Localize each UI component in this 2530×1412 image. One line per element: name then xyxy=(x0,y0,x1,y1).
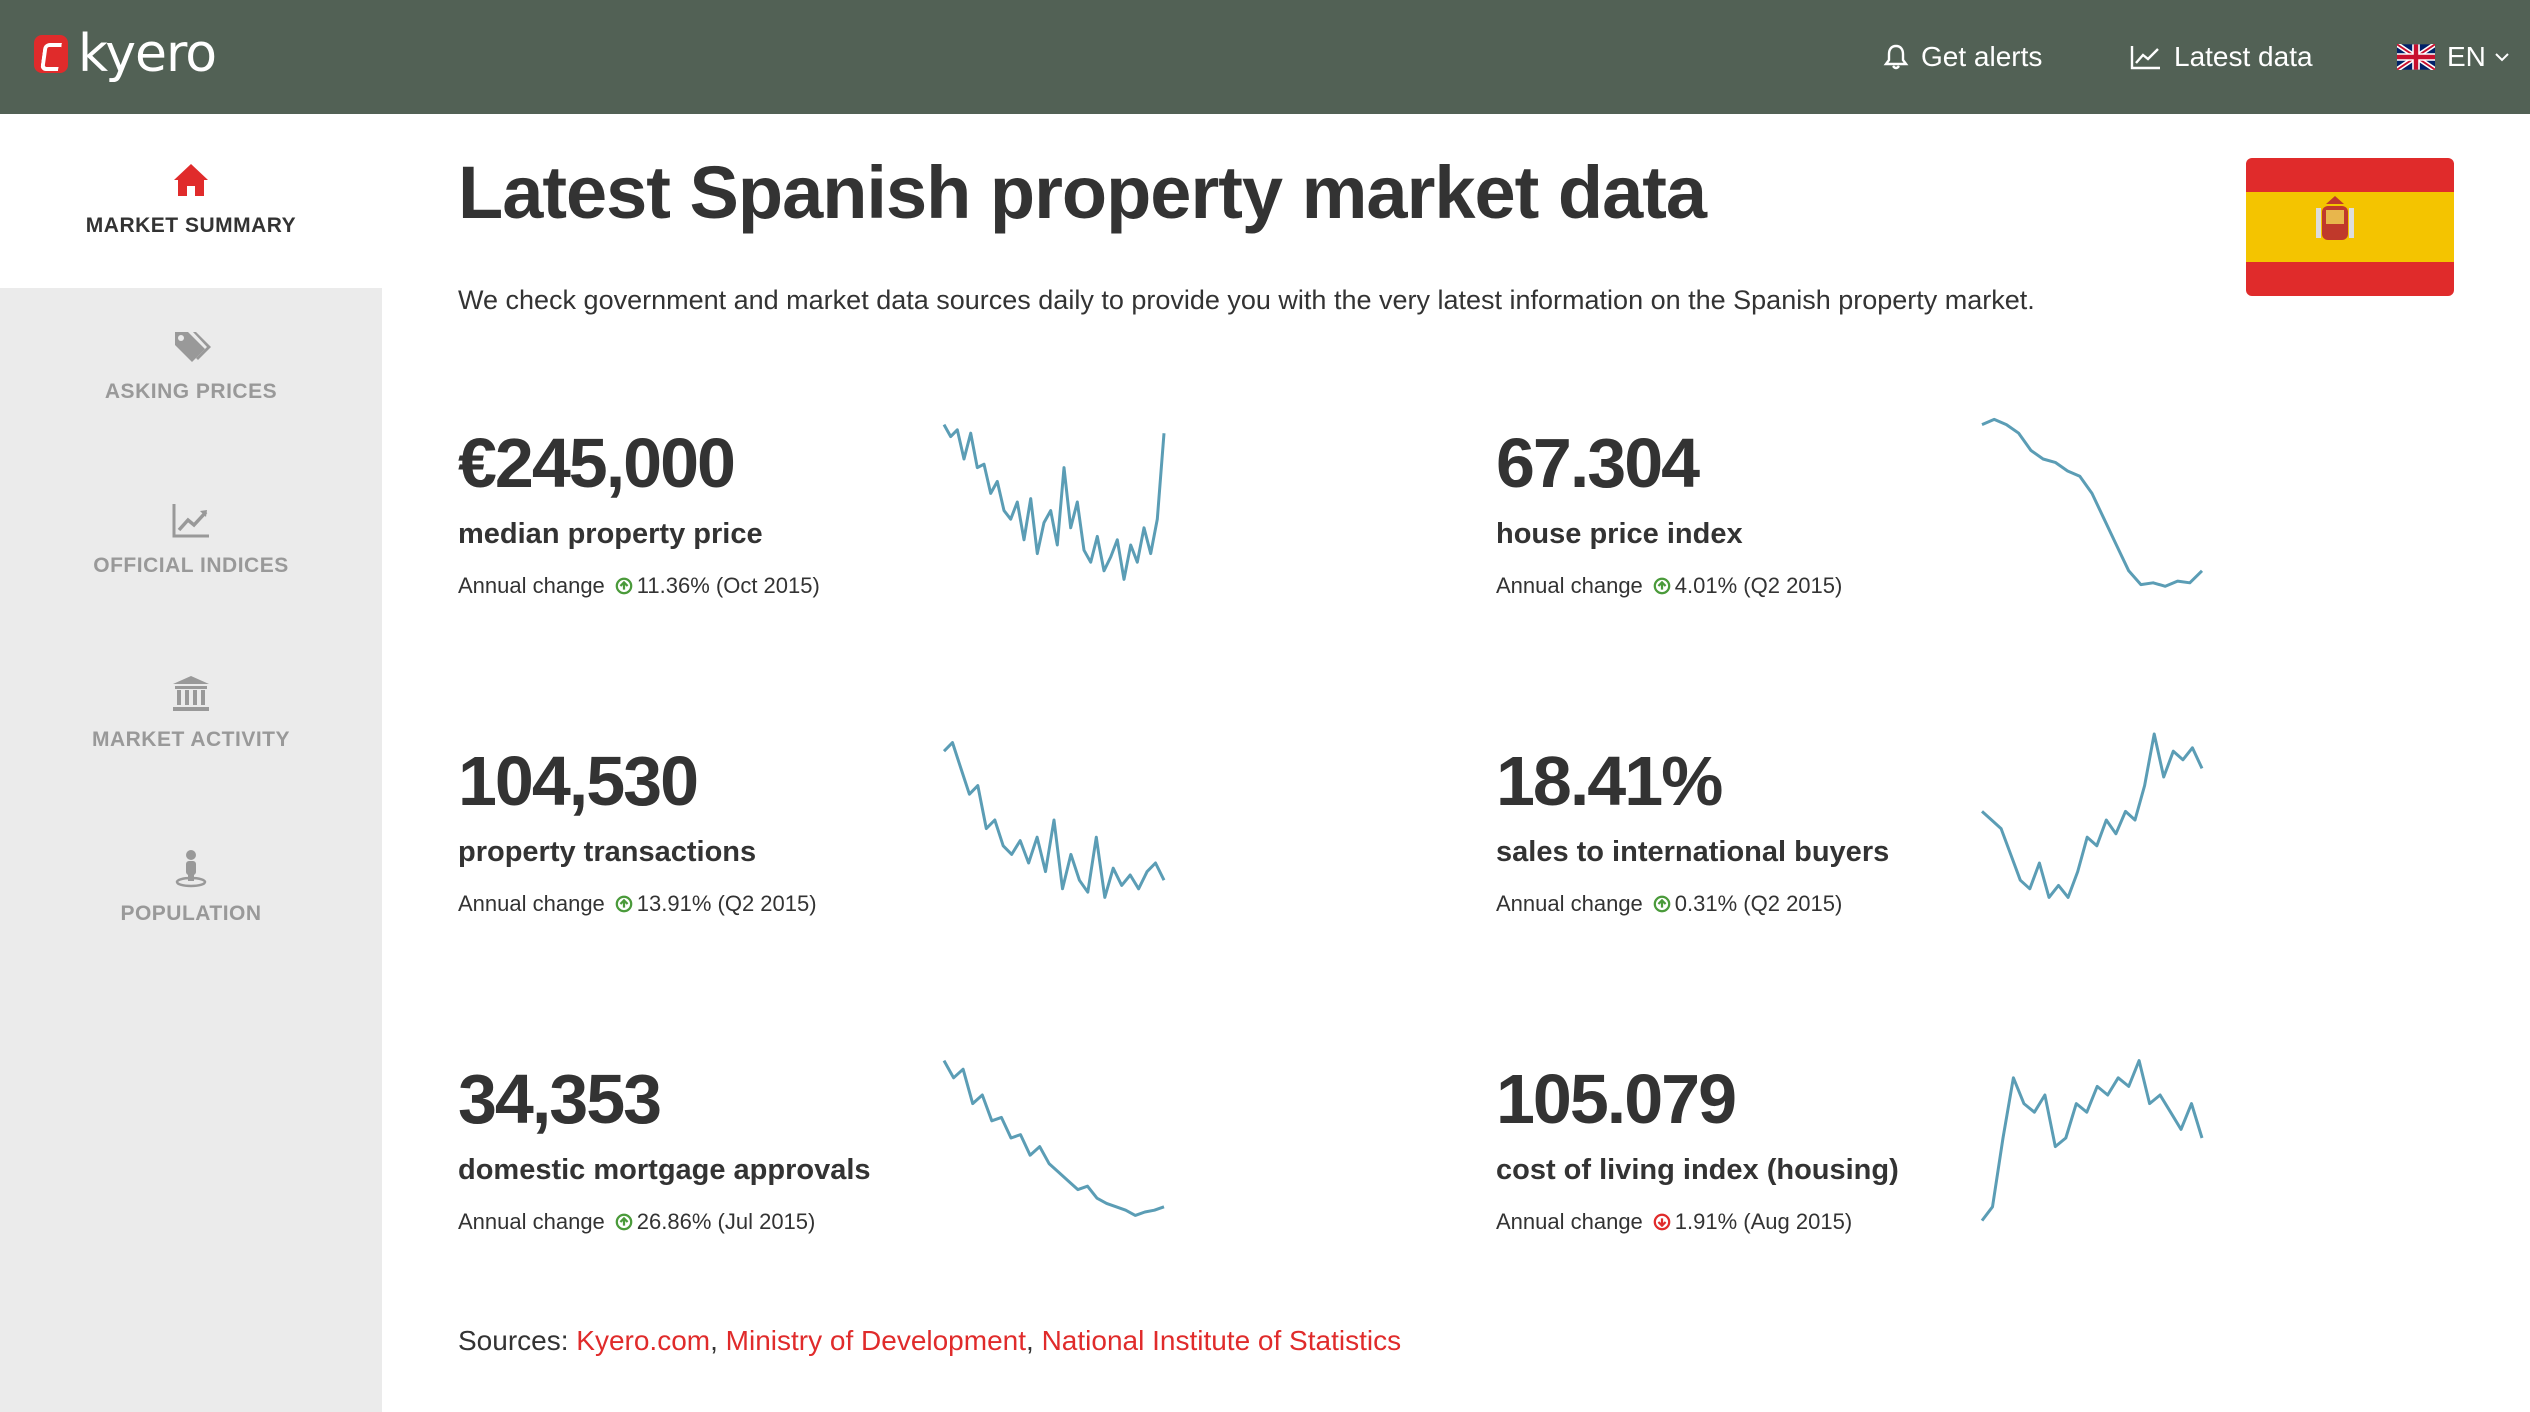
stat-label: sales to international buyers xyxy=(1496,836,1890,868)
person-pin-icon xyxy=(175,850,207,888)
change-label: Annual change xyxy=(1496,573,1643,598)
stat-change: Annual change 13.91% (Q2 2015) xyxy=(458,891,817,917)
arrow-down-circle-icon xyxy=(1653,1213,1671,1231)
change-label: Annual change xyxy=(458,573,605,598)
sidebar-item-label: POPULATION xyxy=(120,902,262,925)
sparkline-property-transactions xyxy=(942,741,1166,899)
stat-value: 104,530 xyxy=(458,742,699,820)
change-value: 13.91% (Q2 2015) xyxy=(636,891,817,916)
stat-label: cost of living index (housing) xyxy=(1496,1154,1899,1186)
bell-icon xyxy=(1883,44,1909,70)
chevron-down-icon xyxy=(2495,53,2509,62)
sparkline-path xyxy=(1980,732,2204,899)
sidebar: MARKET SUMMARY ASKING PRICES OFFICIAL IN… xyxy=(0,114,382,1412)
uk-flag-icon xyxy=(2397,44,2435,70)
stat-change: Annual change 11.36% (Oct 2015) xyxy=(458,573,820,599)
stat-label: median property price xyxy=(458,518,763,550)
source-link-national-institute-of-statistics[interactable]: National Institute of Statistics xyxy=(1041,1325,1402,1356)
kyero-logo-mark-icon xyxy=(34,35,68,73)
stat-sales-to-international-buyers: 18.41% sales to international buyers Ann… xyxy=(1496,746,1889,917)
sparkline-path xyxy=(1981,417,2204,588)
stat-median-property-price: €245,000 median property price Annual ch… xyxy=(458,428,820,599)
stat-value: 105.079 xyxy=(1496,1060,1737,1138)
page-intro: We check government and market data sour… xyxy=(458,285,2035,315)
sidebar-item-official-indices[interactable]: OFFICIAL INDICES xyxy=(0,500,382,674)
stat-label: property transactions xyxy=(458,836,757,868)
sidebar-item-population[interactable]: POPULATION xyxy=(0,848,382,1022)
stat-cost-of-living-index: 105.079 cost of living index (housing) A… xyxy=(1496,1064,1899,1235)
tags-icon xyxy=(175,332,211,362)
stat-label: domestic mortgage approvals xyxy=(458,1154,871,1186)
sidebar-item-asking-prices[interactable]: ASKING PRICES xyxy=(0,326,382,500)
sidebar-item-label: OFFICIAL INDICES xyxy=(93,554,289,577)
change-label: Annual change xyxy=(458,1209,605,1234)
stat-property-transactions: 104,530 property transactions Annual cha… xyxy=(458,746,817,917)
kyero-logo[interactable]: kyero xyxy=(34,24,217,84)
bank-icon xyxy=(173,676,209,711)
sources-label: Sources: xyxy=(458,1325,569,1356)
arrow-up-circle-icon xyxy=(615,895,633,913)
arrow-up-circle-icon xyxy=(1653,895,1671,913)
arrow-up-circle-icon xyxy=(615,1213,633,1231)
change-label: Annual change xyxy=(1496,891,1643,916)
change-value: 1.91% (Aug 2015) xyxy=(1674,1209,1853,1234)
sidebar-item-label: MARKET ACTIVITY xyxy=(91,728,291,751)
language-selector[interactable]: EN xyxy=(2397,0,2510,114)
sparkline-path xyxy=(942,741,1166,899)
change-value: 11.36% (Oct 2015) xyxy=(636,573,820,598)
home-icon xyxy=(174,164,208,196)
get-alerts-label: Get alerts xyxy=(1921,41,2043,72)
arrow-up-circle-icon xyxy=(1653,577,1671,595)
sidebar-item-market-summary[interactable]: MARKET SUMMARY xyxy=(0,114,382,288)
change-label: Annual change xyxy=(458,891,605,916)
stat-change: Annual change 1.91% (Aug 2015) xyxy=(1496,1209,1899,1235)
stat-value: 67.304 xyxy=(1496,424,1700,502)
latest-data-link[interactable]: Latest data xyxy=(2130,0,2313,114)
change-value: 26.86% (Jul 2015) xyxy=(636,1209,816,1234)
stat-domestic-mortgage-approvals: 34,353 domestic mortgage approvals Annua… xyxy=(458,1064,871,1235)
sidebar-item-label: MARKET SUMMARY xyxy=(85,214,297,237)
stat-value: 34,353 xyxy=(458,1060,662,1138)
change-value: 4.01% (Q2 2015) xyxy=(1674,573,1843,598)
get-alerts-link[interactable]: Get alerts xyxy=(1883,0,2042,114)
line-chart-icon xyxy=(2130,46,2160,70)
page-title: Latest Spanish property market data xyxy=(458,151,1707,234)
source-link-kyero[interactable]: Kyero.com xyxy=(576,1325,711,1356)
top-bar: kyero Get alerts Latest data EN xyxy=(0,0,2530,114)
sparkline-cost-of-living-index xyxy=(1980,1059,2204,1222)
spain-flag-icon xyxy=(2246,158,2454,296)
stat-value: €245,000 xyxy=(458,424,736,502)
stat-change: Annual change 26.86% (Jul 2015) xyxy=(458,1209,871,1235)
sparkline-sales-to-international-buyers xyxy=(1980,732,2204,899)
sparkline-path xyxy=(1980,1059,2204,1222)
sparkline-path xyxy=(942,1059,1165,1217)
arrow-up-circle-icon xyxy=(615,577,633,595)
source-link-ministry-of-development[interactable]: Ministry of Development xyxy=(725,1325,1027,1356)
change-value: 0.31% (Q2 2015) xyxy=(1674,891,1843,916)
stat-change: Annual change 0.31% (Q2 2015) xyxy=(1496,891,1889,917)
sparkline-median-property-price xyxy=(942,423,1166,581)
latest-data-label: Latest data xyxy=(2174,41,2313,72)
logo-text: kyero xyxy=(78,24,217,84)
sparkline-domestic-mortgage-approvals xyxy=(942,1059,1165,1217)
stat-house-price-index: 67.304 house price index Annual change 4… xyxy=(1496,428,1842,599)
stat-label: house price index xyxy=(1496,518,1743,550)
sidebar-item-market-activity[interactable]: MARKET ACTIVITY xyxy=(0,674,382,848)
sparkline-path xyxy=(942,423,1166,581)
sources: Sources: Kyero.com, Ministry of Developm… xyxy=(458,1325,1402,1356)
stat-change: Annual change 4.01% (Q2 2015) xyxy=(1496,573,1842,599)
line-chart-icon xyxy=(172,504,209,538)
language-label: EN xyxy=(2447,41,2486,72)
sparkline-house-price-index xyxy=(1981,417,2204,588)
sidebar-item-label: ASKING PRICES xyxy=(104,380,278,403)
stat-value: 18.41% xyxy=(1496,742,1723,820)
change-label: Annual change xyxy=(1496,1209,1643,1234)
